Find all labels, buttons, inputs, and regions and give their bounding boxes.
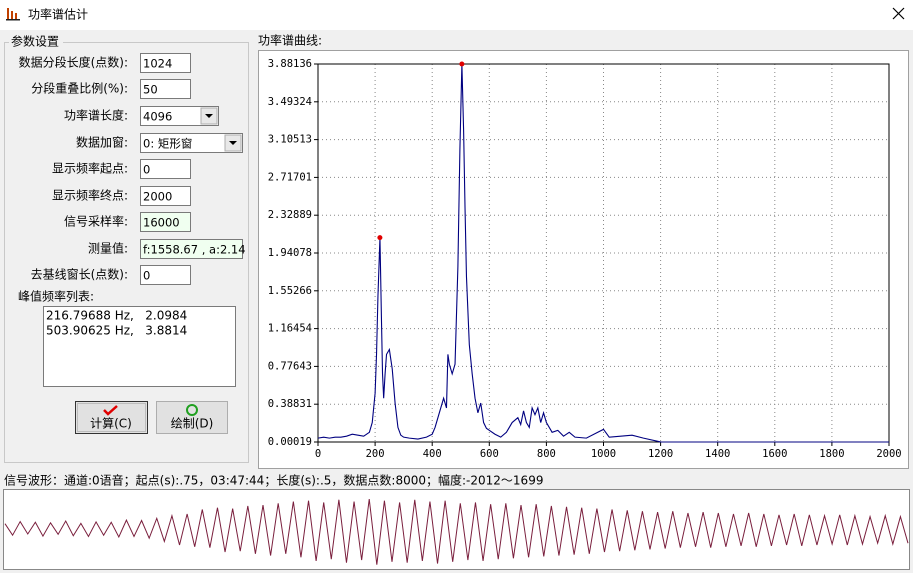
- waveform-caption: 信号波形：通道:0语音；起点(s):.75，03:47:44；长度(s):.5，…: [4, 473, 543, 488]
- x-tick-label: 2000: [876, 448, 901, 460]
- waveform-line: [4, 498, 909, 565]
- app-icon: [6, 8, 20, 21]
- draw-button[interactable]: [156, 401, 228, 434]
- group-label-bg: [9, 35, 63, 49]
- x-tick-label: 1600: [762, 448, 787, 460]
- x-tick-label: 1200: [648, 448, 673, 460]
- field-value: 4096: [143, 110, 172, 124]
- button-label: 绘制(D): [171, 416, 214, 431]
- x-tick-label: 1400: [705, 448, 730, 460]
- peak-marker: [459, 61, 465, 67]
- field-value: 0: [143, 269, 150, 283]
- peak-list-label: 峰值频率列表:: [18, 289, 94, 304]
- x-tick-label: 1800: [819, 448, 844, 460]
- field-label: 显示频率起点:: [52, 161, 128, 176]
- field-value: 0: 矩形窗: [143, 137, 192, 151]
- text-input[interactable]: [140, 159, 191, 179]
- text-input[interactable]: [140, 239, 243, 259]
- plot-area: [317, 63, 890, 443]
- button-label: 计算(C): [90, 416, 132, 431]
- y-tick-label: 3.10513: [268, 134, 312, 146]
- param-group: [4, 42, 249, 463]
- y-tick-label: 1.16454: [268, 323, 312, 335]
- field-label: 数据加窗:: [76, 135, 128, 150]
- field-value: 16000: [143, 216, 180, 230]
- calc-button[interactable]: [75, 401, 148, 434]
- y-tick-label: 1.94078: [268, 247, 312, 259]
- text-input[interactable]: [140, 265, 191, 285]
- field-value: 50: [143, 83, 158, 97]
- y-tick-label: 3.88136: [268, 58, 312, 70]
- x-tick-label: 800: [537, 448, 556, 460]
- y-tick-label: 2.71701: [268, 171, 312, 183]
- text-input[interactable]: [140, 212, 191, 232]
- x-tick-label: 1000: [591, 448, 616, 460]
- x-tick-label: 0: [315, 448, 321, 460]
- field-label: 功率谱长度:: [64, 108, 128, 123]
- chart-title: 功率谱曲线:: [258, 33, 322, 48]
- field-label: 显示频率终点:: [52, 188, 128, 203]
- x-tick-label: 400: [423, 448, 442, 460]
- window-title: 功率谱估计: [28, 7, 88, 22]
- y-tick-label: 0.38831: [268, 398, 312, 410]
- spectrum-line: [317, 63, 889, 443]
- field-value: 2000: [143, 190, 172, 204]
- field-label: 测量值:: [88, 241, 128, 256]
- field-label: 分段重叠比例(%):: [31, 81, 128, 96]
- field-value: f:1558.67 , a:2.14: [143, 243, 246, 257]
- field-label: 信号采样率:: [64, 214, 128, 229]
- chart-frame: [258, 50, 909, 469]
- x-tick-label: 200: [366, 448, 385, 460]
- field-value: 0: [143, 163, 150, 177]
- title-bar: [0, 0, 913, 30]
- y-tick-label: 0.00019: [268, 436, 312, 448]
- field-label: 去基线窗长(点数):: [31, 267, 128, 282]
- peak-marker: [377, 235, 383, 241]
- combobox[interactable]: [140, 133, 243, 153]
- peak-list-item: 503.90625 Hz, 3.8814: [46, 324, 187, 338]
- y-tick-label: 0.77643: [268, 360, 312, 372]
- y-tick-label: 1.55266: [268, 285, 312, 297]
- text-input[interactable]: [140, 79, 191, 99]
- combobox[interactable]: [140, 106, 219, 126]
- field-label: 数据分段长度(点数):: [19, 55, 128, 70]
- text-input[interactable]: [140, 53, 191, 73]
- field-value: 1024: [143, 57, 172, 71]
- y-tick-label: 3.49324: [268, 96, 312, 108]
- peak-list-item: 216.79688 Hz, 2.0984: [46, 309, 187, 323]
- close-button[interactable]: [892, 7, 905, 20]
- peak-list[interactable]: [43, 306, 236, 387]
- text-input[interactable]: [140, 186, 191, 206]
- x-tick-label: 600: [480, 448, 499, 460]
- dropdown-arrow: [229, 141, 237, 145]
- y-tick-label: 2.32889: [268, 209, 312, 221]
- dropdown-arrow: [205, 114, 213, 118]
- group-title: 参数设置: [11, 34, 59, 49]
